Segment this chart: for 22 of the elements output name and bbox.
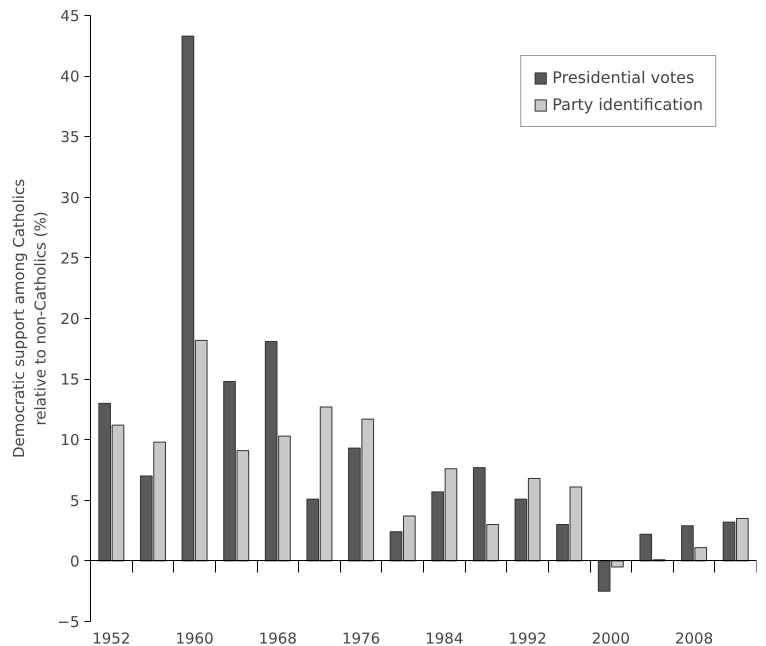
- y-tick-label: 40: [60, 68, 80, 86]
- y-tick-label: 0: [70, 552, 80, 570]
- x-tick-label: 1968: [258, 630, 297, 646]
- y-tick-label: 10: [60, 431, 80, 450]
- x-tick-label: 1960: [175, 630, 214, 646]
- x-tick-label: 2008: [674, 630, 714, 646]
- y-tick-label: 15: [60, 370, 80, 389]
- legend-label: Party identification: [552, 95, 703, 114]
- x-tick-label: 1984: [425, 630, 464, 646]
- y-tick-label: −5: [57, 613, 80, 631]
- y-tick-label: 25: [60, 249, 80, 268]
- x-tick-label: 2000: [592, 630, 630, 646]
- legend-label: Presidential votes: [552, 68, 694, 87]
- x-tick-label: 1992: [508, 630, 547, 646]
- y-tick-label: 20: [60, 310, 80, 328]
- y-tick-label: 35: [60, 128, 80, 146]
- x-tick-label: 1976: [342, 630, 380, 646]
- y-axis-title: Democratic support among Catholics relative to non-Catholics (%): [10, 178, 50, 458]
- y-tick-label: 5: [70, 492, 80, 510]
- y-tick-label: 30: [60, 188, 80, 207]
- x-tick-label: 1952: [92, 630, 130, 646]
- y-tick-label: 45: [60, 7, 80, 25]
